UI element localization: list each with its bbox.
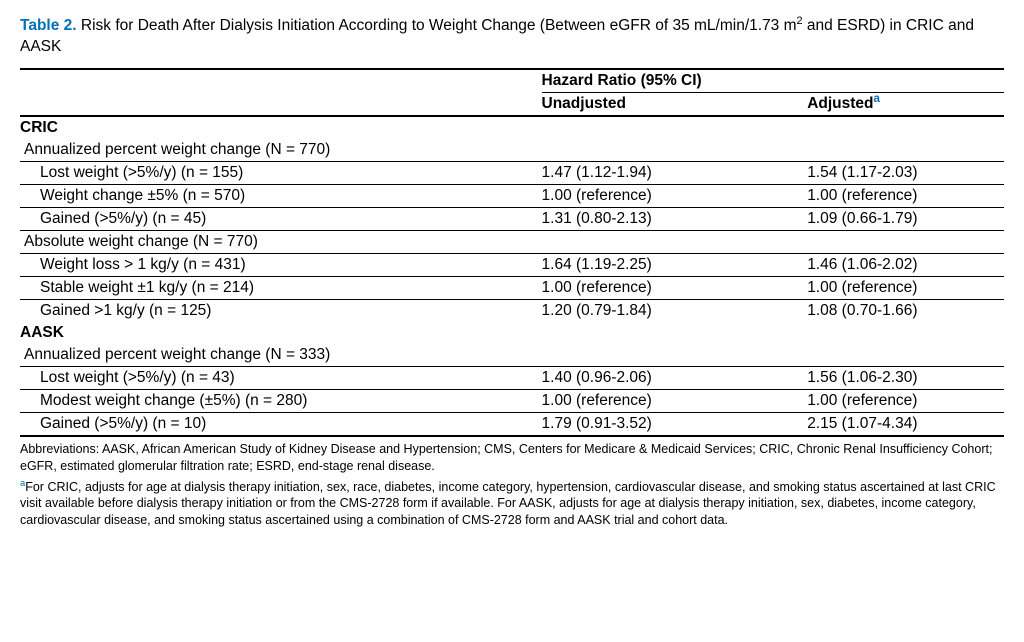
row-unadjusted: 1.00 (reference) — [542, 184, 808, 207]
row-unadjusted: 1.00 (reference) — [542, 276, 808, 299]
row-unadjusted: 1.00 (reference) — [542, 389, 808, 412]
row-adjusted: 1.46 (1.06-2.02) — [807, 253, 1004, 276]
row-unadjusted: 1.20 (0.79-1.84) — [542, 299, 808, 322]
footnote-text: For CRIC, adjusts for age at dialysis th… — [20, 480, 996, 528]
row-category: Gained (>5%/y) (n = 10) — [20, 412, 542, 436]
footnote-abbreviations: Abbreviations: AASK, African American St… — [20, 441, 1004, 475]
row-category: Modest weight change (±5%) (n = 280) — [20, 389, 542, 412]
table-label: Table 2. — [20, 17, 77, 34]
block-label: Annualized percent weight change (N = 33… — [20, 344, 1004, 367]
block-label: Absolute weight change (N = 770) — [20, 230, 1004, 253]
row-adjusted: 1.56 (1.06-2.30) — [807, 366, 1004, 389]
row-category: Weight loss > 1 kg/y (n = 431) — [20, 253, 542, 276]
row-unadjusted: 1.64 (1.19-2.25) — [542, 253, 808, 276]
row-unadjusted: 1.31 (0.80-2.13) — [542, 207, 808, 230]
header-adjusted-sup: a — [874, 92, 880, 105]
row-category: Lost weight (>5%/y) (n = 43) — [20, 366, 542, 389]
caption-text-a: Risk for Death After Dialysis Initiation… — [77, 17, 797, 34]
row-unadjusted: 1.40 (0.96-2.06) — [542, 366, 808, 389]
table-caption: Table 2. Risk for Death After Dialysis I… — [20, 16, 1004, 58]
row-adjusted: 1.54 (1.17-2.03) — [807, 161, 1004, 184]
row-category: Gained >1 kg/y (n = 125) — [20, 299, 542, 322]
row-adjusted: 1.00 (reference) — [807, 389, 1004, 412]
row-category: Stable weight ±1 kg/y (n = 214) — [20, 276, 542, 299]
header-adjusted-text: Adjusted — [807, 95, 873, 112]
section-title: CRIC — [20, 116, 1004, 139]
header-hazard-ratio: Hazard Ratio (95% CI) — [542, 69, 1004, 93]
row-unadjusted: 1.47 (1.12-1.94) — [542, 161, 808, 184]
row-unadjusted: 1.79 (0.91-3.52) — [542, 412, 808, 436]
row-adjusted: 1.08 (0.70-1.66) — [807, 299, 1004, 322]
header-unadjusted: Unadjusted — [542, 92, 808, 116]
row-category: Weight change ±5% (n = 570) — [20, 184, 542, 207]
header-blank — [20, 69, 542, 93]
row-category: Lost weight (>5%/y) (n = 155) — [20, 161, 542, 184]
row-adjusted: 1.09 (0.66-1.79) — [807, 207, 1004, 230]
header-blank2 — [20, 92, 542, 116]
row-category: Gained (>5%/y) (n = 45) — [20, 207, 542, 230]
row-adjusted: 1.00 (reference) — [807, 276, 1004, 299]
row-adjusted: 1.00 (reference) — [807, 184, 1004, 207]
footnote-adjusts: aFor CRIC, adjusts for age at dialysis t… — [20, 479, 1004, 530]
header-adjusted: Adjusteda — [807, 92, 1004, 116]
block-label: Annualized percent weight change (N = 77… — [20, 139, 1004, 162]
section-title: AASK — [20, 322, 1004, 344]
hazard-ratio-table: Hazard Ratio (95% CI) Unadjusted Adjuste… — [20, 68, 1004, 437]
row-adjusted: 2.15 (1.07-4.34) — [807, 412, 1004, 436]
